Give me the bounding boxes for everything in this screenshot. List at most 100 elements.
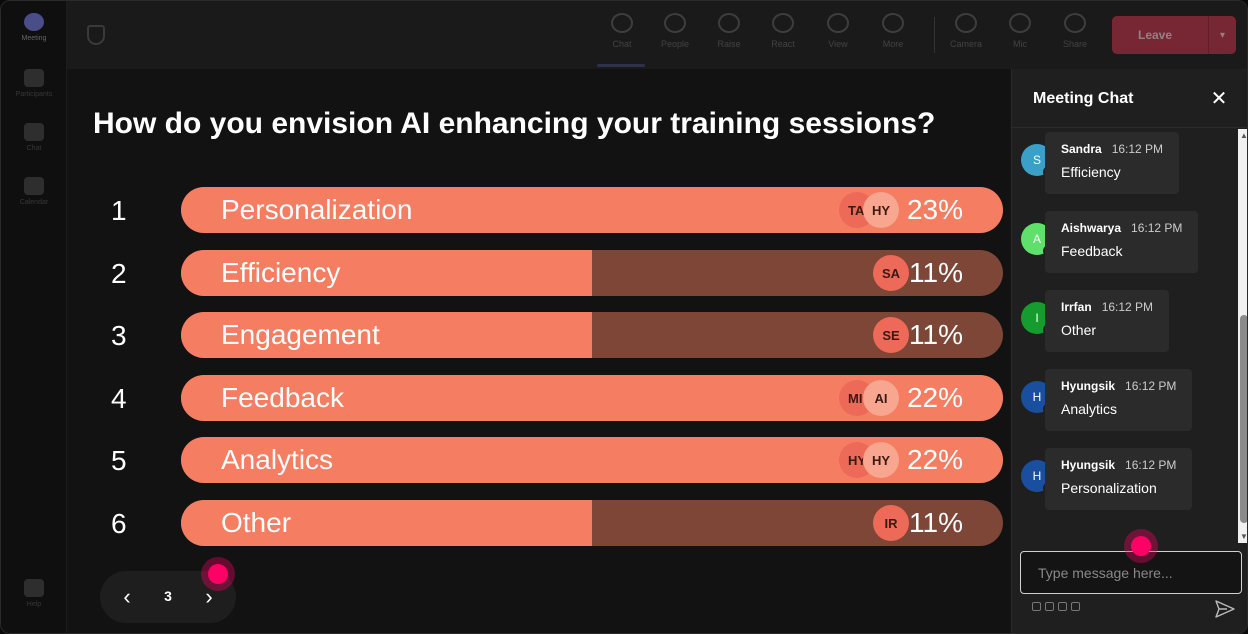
option-percent: 11% [909, 319, 963, 350]
voter-avatar: SA [873, 255, 909, 291]
toolbar-view-button[interactable]: View [813, 13, 863, 59]
option-label: Analytics [221, 444, 334, 475]
option-bar: Other IR 11% [181, 500, 1003, 546]
chevron-right-icon[interactable]: › [205, 584, 213, 609]
toolbar-raise-button[interactable]: Raise [704, 13, 754, 59]
message-compose-box[interactable] [1020, 551, 1242, 594]
voter-avatar: SE [873, 317, 909, 353]
mic-icon [1009, 13, 1031, 33]
avatar-initial: I [1035, 311, 1039, 325]
poll-question: How do you envision AI enhancing your tr… [93, 107, 936, 140]
rail-item-calendar[interactable]: Calendar [1, 177, 67, 206]
click-indicator [1124, 529, 1158, 563]
option-percent: 11% [909, 507, 963, 538]
emoji-icon[interactable] [1058, 602, 1067, 611]
rail-item-chat[interactable]: Chat [1, 123, 67, 152]
poll-stage: How do you envision AI enhancing your tr… [67, 69, 1010, 633]
scroll-up-icon[interactable]: ▲ [1240, 131, 1248, 140]
rail-item-meeting[interactable]: Meeting [1, 13, 67, 42]
message-bubble: Aishwarya 16:12 PM Feedback [1045, 211, 1199, 273]
toolbar-label: View [828, 39, 848, 49]
message-text: Feedback [1061, 243, 1123, 259]
view-icon [827, 13, 849, 33]
meeting-chat-panel: Meeting Chat ✕ S Sandra 16:12 PM Efficien… [1011, 69, 1248, 633]
toolbar-label: Mic [1013, 39, 1027, 49]
avatar-initial: H [1032, 390, 1042, 404]
toolbar-label: Camera [949, 39, 982, 49]
attach-icon[interactable] [1045, 602, 1054, 611]
toolbar-chat-button[interactable]: Chat [597, 13, 647, 67]
voter-avatar: HY [863, 192, 899, 228]
rail-item-help[interactable]: Help [1, 579, 67, 608]
toolbar-more-button[interactable]: More [868, 13, 918, 59]
message-bubble: Irrfan 16:12 PM Other [1045, 290, 1170, 352]
option-label: Other [221, 507, 292, 538]
message-time: 16:12 PM [1101, 300, 1154, 314]
rail-label: Meeting [21, 35, 47, 42]
chat-message-list: S Sandra 16:12 PM Efficiency A Aishwarya 1… [1012, 129, 1238, 543]
toolbar-people-button[interactable]: People [650, 13, 700, 59]
option-fill [181, 312, 592, 358]
toolbar-mic-button[interactable]: Mic [995, 13, 1045, 59]
option-rank: 1 [111, 195, 127, 226]
meeting-icon [24, 13, 44, 31]
divider [1012, 127, 1247, 128]
gif-icon[interactable] [1071, 602, 1080, 611]
voter-avatar: HY [863, 442, 899, 478]
message-time: 16:12 PM [1111, 142, 1164, 156]
chat-title: Meeting Chat [1033, 90, 1134, 107]
chevron-left-icon[interactable]: ‹ [123, 584, 131, 609]
option-label: Personalization [221, 194, 413, 225]
option-percent: 23% [906, 194, 963, 225]
option-rank: 6 [111, 508, 127, 539]
poll-option-row: 4 Feedback MI AI 22% [67, 375, 1010, 421]
leave-button[interactable]: Leave ▾ [1112, 16, 1236, 54]
meeting-toolbar: Chat People Raise React View More Camera… [67, 1, 1247, 69]
rail-item-participants[interactable]: Participants [1, 69, 67, 98]
option-label: Efficiency [221, 257, 341, 288]
option-percent: 22% [906, 444, 963, 475]
sender-name: Hyungsik [1061, 458, 1116, 472]
scroll-down-icon[interactable]: ▼ [1240, 532, 1248, 541]
avatar-initial: S [1032, 153, 1041, 167]
toolbar-react-button[interactable]: React [758, 13, 808, 59]
shield-icon [87, 25, 105, 45]
poll-option-row: 2 Efficiency SA 11% [67, 250, 1010, 296]
chevron-down-icon[interactable]: ▾ [1208, 16, 1236, 54]
chat-scrollbar[interactable]: ▲ ▼ [1238, 129, 1248, 543]
poll-option-row: 6 Other IR 11% [67, 500, 1010, 546]
toolbar-share-button[interactable]: Share [1050, 13, 1100, 59]
rail-label: Help [26, 601, 42, 608]
format-icon[interactable] [1032, 602, 1041, 611]
option-bar: Personalization TA HY 23% [181, 187, 1003, 233]
option-rank: 3 [111, 320, 127, 351]
send-icon[interactable] [1215, 600, 1235, 618]
message-bubble: Hyungsik 16:12 PM Personalization [1045, 448, 1193, 510]
message-time: 16:12 PM [1131, 221, 1183, 235]
toolbar-label: More [882, 39, 904, 49]
camera-icon [955, 13, 977, 33]
avatar-initial: H [1032, 469, 1042, 483]
toolbar-label: React [771, 39, 795, 49]
option-label: Feedback [221, 382, 344, 413]
leave-label: Leave [1138, 28, 1173, 42]
voter-avatar: AI [863, 380, 899, 416]
sender-name: Aishwarya [1061, 221, 1122, 235]
rail-label: Participants [15, 91, 53, 98]
message-time: 16:12 PM [1125, 458, 1177, 472]
click-indicator [201, 557, 235, 591]
message-time: 16:12 PM [1125, 379, 1177, 393]
scroll-thumb[interactable] [1240, 315, 1247, 523]
chat-icon [611, 13, 633, 33]
close-icon[interactable]: ✕ [1210, 87, 1228, 110]
participants-icon [24, 69, 44, 87]
toolbar-camera-button[interactable]: Camera [941, 13, 991, 59]
option-bar: Feedback MI AI 22% [181, 375, 1003, 421]
option-rank: 4 [111, 383, 127, 414]
chat-message: I Irrfan 16:12 PM Other [1012, 287, 1238, 352]
message-input[interactable] [1021, 552, 1241, 593]
react-icon [772, 13, 794, 33]
option-fill [181, 500, 592, 546]
option-label: Engagement [221, 319, 380, 350]
message-text: Other [1061, 322, 1097, 338]
